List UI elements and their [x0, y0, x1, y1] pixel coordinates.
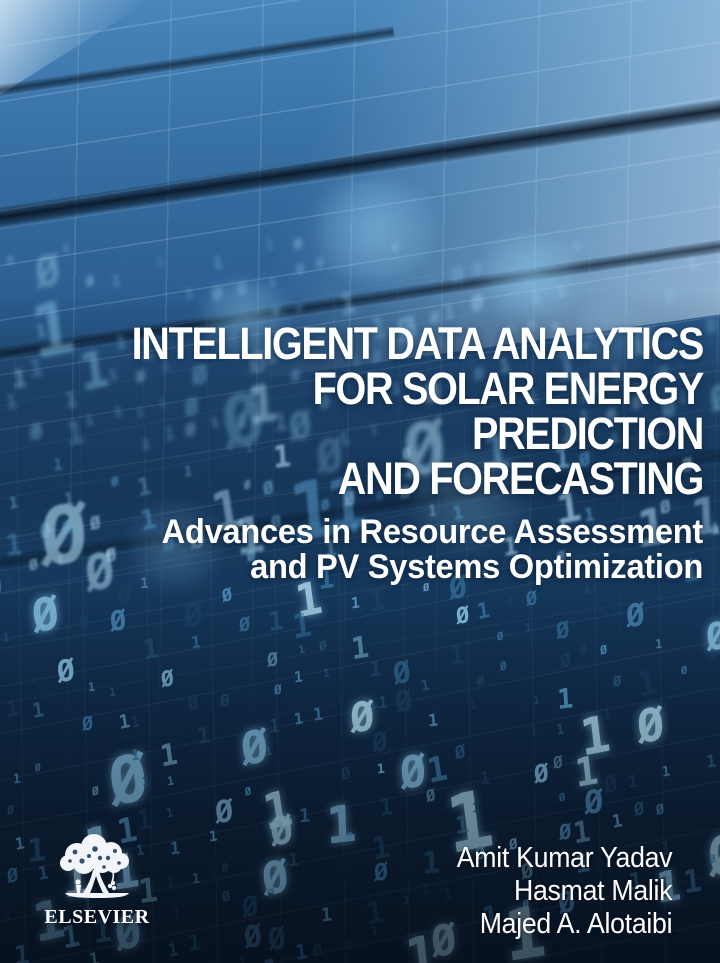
- elsevier-tree-icon: [60, 834, 129, 898]
- subtitle-line: Advances in Resource Assessment: [161, 513, 704, 551]
- author-name: Amit Kumar Yadav: [456, 842, 672, 874]
- publisher-logo: ELSEVIER: [44, 834, 150, 929]
- title-block: INTELLIGENT DATA ANALYTICS FOR SOLAR ENE…: [0, 318, 705, 586]
- author-name: Hasmat Malik: [513, 875, 673, 907]
- book-subtitle: Advances in Resource Assessment and PV S…: [28, 513, 704, 586]
- author-name: Majed A. Alotaibi: [479, 908, 672, 940]
- subtitle-line: and PV Systems Optimization: [250, 548, 703, 586]
- title-line: INTELLIGENT DATA ANALYTICS: [131, 318, 705, 369]
- title-line: AND FORECASTING: [337, 453, 705, 504]
- author-list: Amit Kumar Yadav Hasmat Malik Majed A. A…: [456, 842, 672, 941]
- title-line: FOR SOLAR ENERGY PREDICTION: [312, 363, 705, 459]
- publisher-name: ELSEVIER: [44, 906, 150, 928]
- book-title: INTELLIGENT DATA ANALYTICS FOR SOLAR ENE…: [84, 318, 705, 504]
